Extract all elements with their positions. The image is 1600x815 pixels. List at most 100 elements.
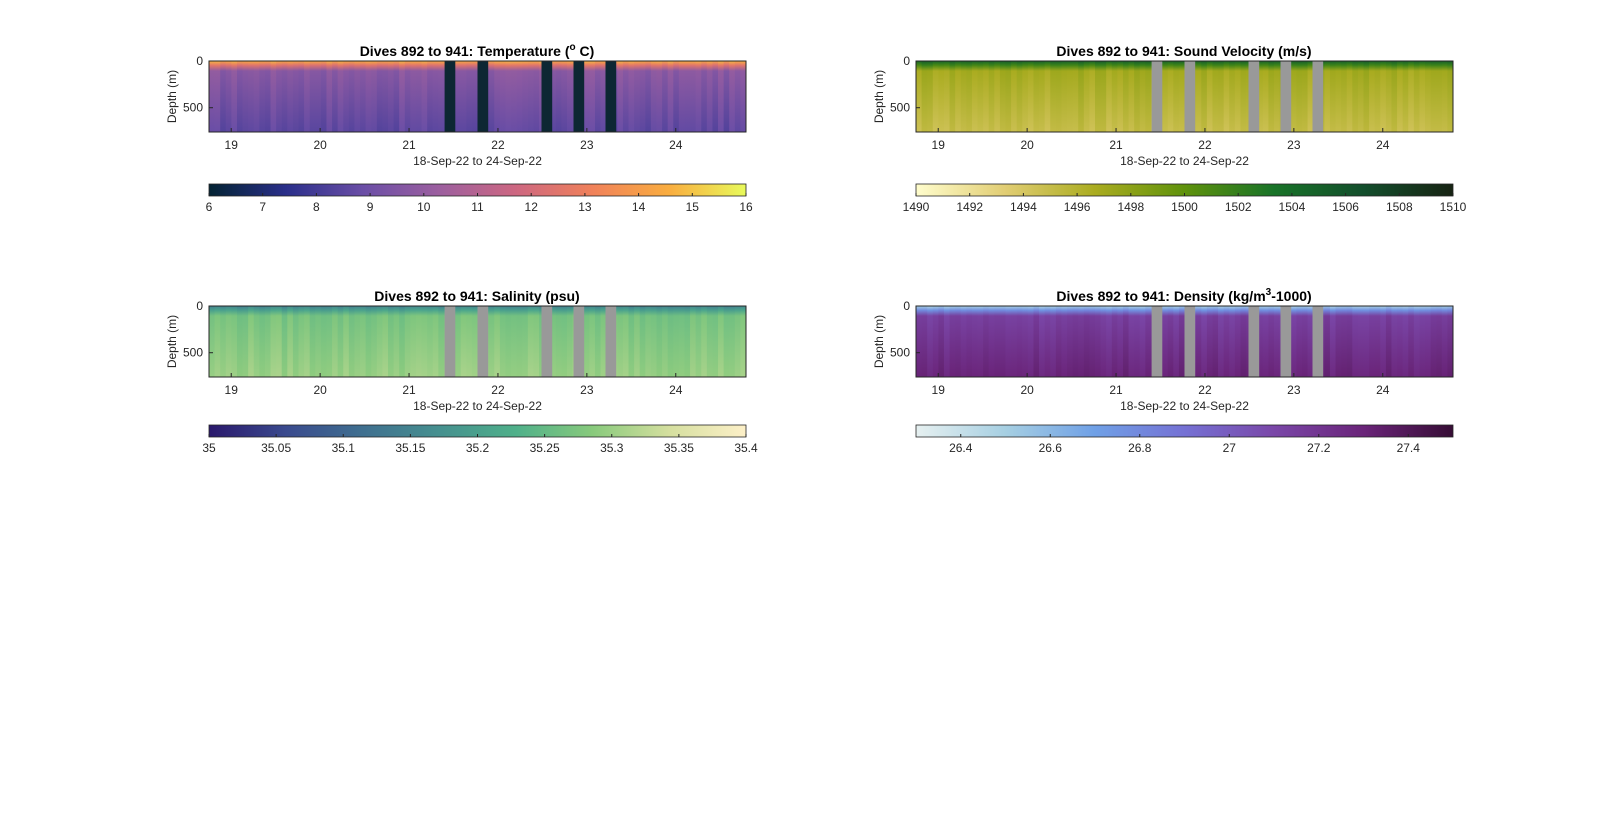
heatmap-column xyxy=(550,306,557,377)
heatmap-column xyxy=(1357,61,1365,132)
heatmap-column xyxy=(1369,306,1376,377)
heatmap-column xyxy=(1234,61,1242,132)
heatmap-column xyxy=(718,61,725,132)
heatmap-column xyxy=(966,306,973,377)
heatmap-column xyxy=(662,306,669,377)
colorbar-tick-label: 1496 xyxy=(1064,200,1091,214)
heatmap-column xyxy=(432,61,439,132)
colorbar: 1490 1492 1494 1496 1498 1500 1502 1504 1506 1508… xyxy=(903,183,1467,214)
heatmap-column xyxy=(1016,306,1023,377)
heatmap-column xyxy=(1005,306,1012,377)
heatmap-column xyxy=(1234,306,1242,377)
heatmap-column xyxy=(1408,306,1415,377)
heatmap-cells xyxy=(209,61,746,132)
heatmap-column xyxy=(1341,61,1348,132)
data-gap-bar xyxy=(1151,61,1163,132)
heatmap-column xyxy=(1005,61,1012,132)
heatmap-column xyxy=(1039,61,1046,132)
heatmap-column xyxy=(1117,61,1124,132)
heatmap-column xyxy=(1240,306,1247,377)
heatmap-column xyxy=(1212,306,1219,377)
x-tick-label: 19 xyxy=(932,383,946,397)
heatmap-column xyxy=(634,61,641,132)
heatmap-column xyxy=(220,61,227,132)
heatmap-column xyxy=(1307,61,1314,132)
y-axis-label: Depth (m) xyxy=(165,70,179,123)
x-tick-label: 20 xyxy=(1020,138,1034,152)
heatmap-column xyxy=(1229,61,1236,132)
heatmap-column xyxy=(1257,306,1264,377)
heatmap-column xyxy=(734,306,741,377)
heatmap-column xyxy=(292,306,300,377)
x-tick-label: 21 xyxy=(402,383,416,397)
heatmap-column xyxy=(281,306,288,377)
x-tick-label: 22 xyxy=(1198,383,1212,397)
axes-frame xyxy=(915,305,1454,378)
x-axis-label: 18-Sep-22 to 24-Sep-22 xyxy=(1120,154,1249,168)
heatmap-cells xyxy=(916,61,1453,132)
heatmap-column xyxy=(1106,61,1113,132)
heatmap-column xyxy=(270,61,277,132)
heatmap-column xyxy=(1195,61,1202,132)
heatmap-column xyxy=(511,61,518,132)
heatmap-column xyxy=(1134,306,1141,377)
heatmap-column xyxy=(287,61,294,132)
heatmap-column xyxy=(600,306,607,377)
heatmap-column xyxy=(1397,61,1404,132)
heatmap-column xyxy=(555,306,562,377)
heatmap-column xyxy=(1447,61,1453,132)
heatmap-column xyxy=(1027,306,1035,377)
heatmap-column xyxy=(1369,61,1376,132)
colorbar-tick-label: 1494 xyxy=(1010,200,1037,214)
heatmap-column xyxy=(583,61,590,132)
heatmap-column xyxy=(1162,61,1169,132)
x-tick-label: 24 xyxy=(669,383,683,397)
colorbar-tick-label: 1504 xyxy=(1279,200,1306,214)
heatmap-column xyxy=(259,306,266,377)
heatmap-column xyxy=(253,61,260,132)
heatmap-column xyxy=(1290,306,1297,377)
heatmap-column xyxy=(292,61,300,132)
heatmap-column xyxy=(527,61,535,132)
heatmap-column xyxy=(1212,61,1219,132)
heatmap-column xyxy=(1100,61,1107,132)
heatmap-column xyxy=(1106,306,1113,377)
data-gap-bar xyxy=(1151,306,1163,377)
heatmap-column xyxy=(438,306,445,377)
x-axis-label: 18-Sep-22 to 24-Sep-22 xyxy=(413,399,542,413)
heatmap-column xyxy=(1447,306,1453,377)
heatmap-column xyxy=(1430,61,1437,132)
heatmap-column xyxy=(1274,61,1281,132)
x-tick-label: 19 xyxy=(225,383,239,397)
heatmap-column xyxy=(466,306,473,377)
heatmap-column xyxy=(673,61,680,132)
heatmap-column xyxy=(1128,61,1135,132)
data-gap-bar xyxy=(1312,306,1324,377)
colorbar-tick-label: 11 xyxy=(471,200,484,214)
data-gap-bar xyxy=(541,306,553,377)
heatmap-column xyxy=(555,61,562,132)
y-tick-label: 0 xyxy=(196,299,203,313)
heatmap-column xyxy=(999,306,1007,377)
panel-title: Dives 892 to 941: Density (kg/m3-1000) xyxy=(1056,287,1311,304)
heatmap-column xyxy=(740,306,746,377)
data-gap-bar xyxy=(573,306,585,377)
heatmap-column xyxy=(712,306,719,377)
heatmap-column xyxy=(617,61,624,132)
heatmap-column xyxy=(415,61,423,132)
heatmap-column xyxy=(421,61,428,132)
heatmap-column xyxy=(712,61,719,132)
heatmap-column xyxy=(348,61,356,132)
data-gap-bar xyxy=(1184,306,1196,377)
heatmap-column xyxy=(622,61,630,132)
heatmap-column xyxy=(955,306,962,377)
x-tick-label: 24 xyxy=(1376,383,1390,397)
heatmap-column xyxy=(516,61,523,132)
heatmap-column xyxy=(276,306,283,377)
heatmap-column xyxy=(494,61,501,132)
heatmap-column xyxy=(927,306,934,377)
heatmap-column xyxy=(410,306,417,377)
heatmap-column xyxy=(1195,306,1202,377)
colorbar-tick-label: 6 xyxy=(206,200,213,214)
